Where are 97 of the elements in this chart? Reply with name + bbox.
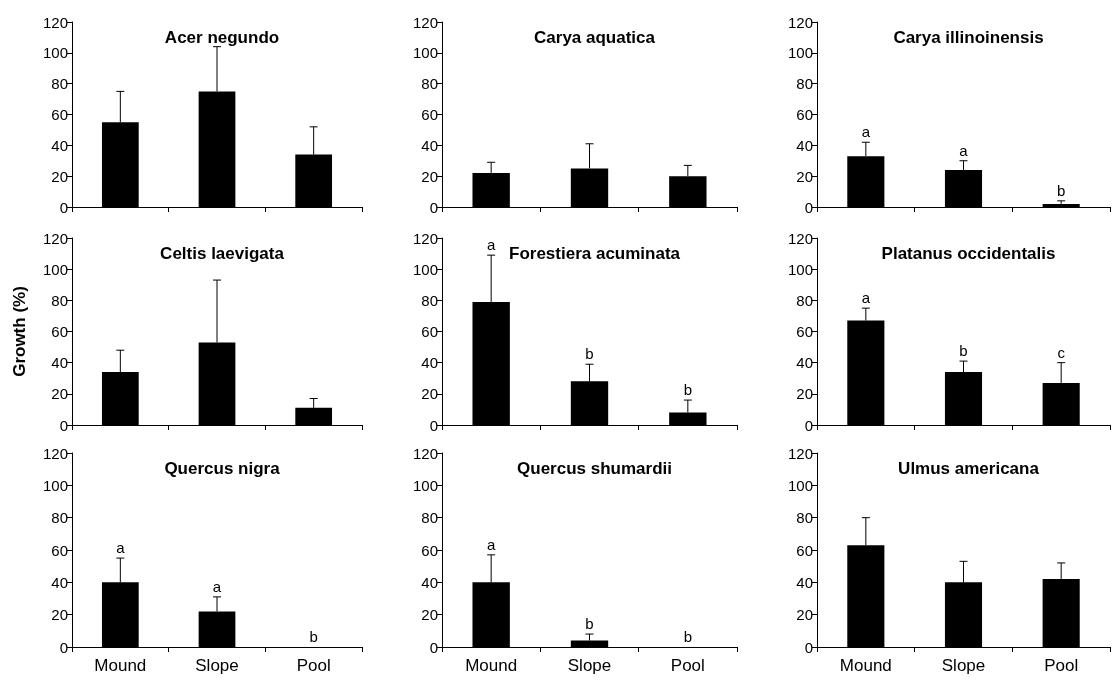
y-tick-label: 120 — [412, 13, 438, 31]
y-tick-label: 40 — [796, 354, 813, 372]
annotation: c — [1057, 343, 1066, 361]
x-tick-label: Slope — [567, 656, 612, 675]
y-tick-label: 100 — [787, 44, 813, 62]
y-tick-label: 40 — [421, 136, 438, 154]
x-tick-label: Mound — [839, 656, 892, 675]
annotation: b — [585, 615, 594, 633]
y-tick-label: 60 — [421, 106, 438, 123]
y-tick-label: 80 — [796, 291, 813, 309]
chart-title: Forestiera acuminata — [508, 244, 681, 263]
y-tick-label: 120 — [787, 229, 813, 247]
y-tick-label: 80 — [51, 509, 68, 527]
annotation: b — [1056, 181, 1066, 199]
y-tick-label: 0 — [59, 198, 68, 216]
x-tick-label: Pool — [1044, 656, 1079, 675]
y-tick-label: 120 — [412, 229, 438, 247]
y-tick-label: 0 — [804, 638, 813, 656]
y-tick-label: 20 — [796, 167, 813, 185]
x-tick-label: Pool — [670, 656, 705, 675]
x-tick-label: Pool — [296, 656, 331, 675]
y-tick-label: 20 — [796, 385, 813, 403]
y-tick-label: 0 — [804, 416, 813, 434]
annotation: b — [309, 628, 318, 645]
y-tick-label: 40 — [51, 136, 68, 154]
y-tick-label: 120 — [42, 13, 68, 31]
y-tick-label: 40 — [421, 573, 438, 591]
y-tick-label: 60 — [51, 323, 68, 340]
y-tick-label: 80 — [51, 291, 68, 309]
y-tick-label: 40 — [51, 573, 68, 591]
chart-title: Carya aquatica — [534, 28, 656, 47]
annotation: a — [861, 123, 871, 141]
annotation: b — [585, 345, 594, 363]
y-tick-label: 0 — [59, 638, 68, 656]
y-tick-label: 80 — [421, 291, 438, 309]
y-tick-label: 40 — [421, 354, 438, 372]
y-tick-label: 120 — [787, 444, 813, 462]
x-tick-label: Mound — [465, 656, 518, 675]
annotation: a — [116, 539, 126, 557]
chart-title: Quercus nigra — [164, 459, 281, 478]
y-tick-label: 60 — [796, 541, 813, 559]
y-tick-label: 40 — [51, 354, 68, 372]
y-tick-label: 60 — [51, 106, 68, 123]
y-tick-label: 0 — [429, 198, 438, 216]
chart-title: Ulmus americana — [898, 459, 1040, 478]
annotation: b — [683, 628, 693, 645]
annotation: a — [486, 535, 496, 553]
y-tick-label: 0 — [59, 416, 68, 434]
chart-title: Platanus occidentalis — [881, 244, 1056, 263]
y-tick-label: 60 — [421, 323, 438, 340]
x-tick-label: Slope — [941, 656, 986, 675]
y-tick-label: 40 — [796, 573, 813, 591]
x-tick-label: Mound — [94, 656, 147, 675]
y-tick-label: 100 — [412, 476, 438, 494]
y-tick-label: 0 — [429, 638, 438, 656]
y-tick-label: 60 — [421, 541, 438, 559]
y-tick-label: 60 — [796, 106, 813, 123]
y-tick-label: 80 — [421, 509, 438, 527]
x-tick-label: Slope — [195, 656, 239, 675]
chart-title: Carya illinoinensis — [893, 28, 1044, 47]
y-tick-label: 80 — [796, 75, 813, 93]
y-tick-label: 120 — [42, 229, 68, 247]
y-tick-label: 20 — [421, 385, 438, 403]
y-tick-label: 40 — [796, 136, 813, 154]
y-tick-label: 0 — [804, 198, 813, 216]
y-tick-label: 120 — [42, 444, 68, 462]
y-tick-label: 100 — [787, 260, 813, 278]
chart-title: Quercus shumardii — [517, 459, 672, 478]
y-tick-label: 120 — [412, 444, 438, 462]
y-tick-label: 80 — [51, 75, 68, 93]
y-axis-title: Growth (%) — [10, 286, 29, 377]
chart-title: Acer negundo — [164, 28, 280, 47]
y-tick-label: 20 — [51, 167, 68, 185]
annotation: b — [683, 381, 693, 399]
y-tick-label: 120 — [787, 13, 813, 31]
y-tick-label: 100 — [412, 44, 438, 62]
y-tick-label: 100 — [412, 260, 438, 278]
y-tick-label: 100 — [787, 476, 813, 494]
y-tick-label: 0 — [429, 416, 438, 434]
y-tick-label: 100 — [42, 44, 68, 62]
y-tick-label: 80 — [796, 509, 813, 527]
annotation: b — [959, 342, 968, 360]
y-tick-label: 20 — [421, 606, 438, 624]
annotation: a — [959, 141, 969, 159]
y-tick-label: 20 — [421, 167, 438, 185]
annotation: a — [861, 289, 871, 307]
y-tick-label: 80 — [421, 75, 438, 93]
y-tick-label: 60 — [51, 541, 68, 559]
y-tick-label: 100 — [42, 260, 68, 278]
y-tick-label: 20 — [796, 606, 813, 624]
chart-title: Celtis laevigata — [160, 244, 285, 263]
y-tick-label: 20 — [51, 606, 68, 624]
y-tick-label: 60 — [796, 323, 813, 340]
annotation: a — [486, 236, 496, 254]
y-tick-label: 100 — [42, 476, 68, 494]
y-tick-label: 20 — [51, 385, 68, 403]
annotation: a — [212, 577, 222, 595]
